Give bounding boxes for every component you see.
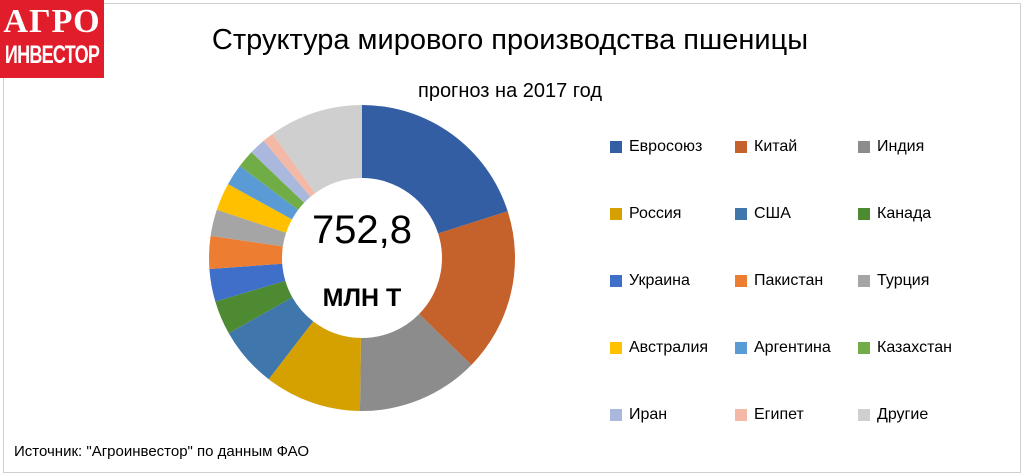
legend-swatch xyxy=(735,275,747,287)
legend-label: Россия xyxy=(629,205,682,222)
legend-swatch xyxy=(858,275,870,287)
legend-swatch xyxy=(610,342,622,354)
legend-item: Пакистан xyxy=(735,272,823,290)
slice-2 xyxy=(359,313,472,411)
legend-item: Китай xyxy=(735,138,797,156)
legend-swatch xyxy=(735,409,747,421)
legend-label: Китай xyxy=(754,138,798,155)
slice-14 xyxy=(272,105,362,194)
slice-11 xyxy=(239,152,305,210)
slice-4 xyxy=(228,297,314,380)
chart-title: Структура мирового производства пшеницы xyxy=(211,24,809,56)
legend-swatch xyxy=(858,208,870,220)
legend-label: Иран xyxy=(629,406,668,423)
slice-7 xyxy=(209,235,283,269)
slice-0 xyxy=(362,105,508,234)
legend-item: Другие xyxy=(858,406,928,424)
legend-item: Иран xyxy=(610,406,667,424)
logo-line1: АГРО xyxy=(3,3,101,40)
legend-item: США xyxy=(735,205,791,223)
slice-13 xyxy=(263,133,316,197)
legend-item: Австралия xyxy=(610,339,708,357)
slice-5 xyxy=(215,280,293,334)
slice-12 xyxy=(251,140,311,203)
agroinvestor-logo: АГРО ИНВЕСТОР xyxy=(0,0,104,78)
legend-label: Египет xyxy=(754,406,804,423)
legend-swatch xyxy=(735,342,747,354)
legend-item: Россия xyxy=(610,205,681,223)
legend-swatch xyxy=(858,141,870,153)
legend-swatch xyxy=(610,208,622,220)
legend-item: Казахстан xyxy=(858,339,952,357)
chart-frame xyxy=(3,3,1021,473)
legend-item: Украина xyxy=(610,272,690,290)
center-total-value: 752,8 xyxy=(311,208,413,252)
legend-item: Турция xyxy=(858,272,929,290)
legend-swatch xyxy=(610,141,622,153)
slice-8 xyxy=(210,209,287,247)
legend-label: Австралия xyxy=(629,339,709,356)
legend-swatch xyxy=(858,342,870,354)
legend-item: Евросоюз xyxy=(610,138,702,156)
legend-label: Турция xyxy=(877,272,930,289)
source-note: Источник: "Агроинвестор" по данным ФАО xyxy=(14,443,310,460)
legend-item: Египет xyxy=(735,406,804,424)
chart-subtitle: прогноз на 2017 год xyxy=(417,80,603,102)
legend-swatch xyxy=(610,409,622,421)
legend-swatch xyxy=(735,208,747,220)
legend-label: Канада xyxy=(877,205,932,222)
center-total-unit: МЛН Т xyxy=(322,284,402,312)
legend-item: Канада xyxy=(858,205,931,223)
legend-label: Индия xyxy=(877,138,925,155)
legend-label: Евросоюз xyxy=(629,138,703,155)
legend-label: Аргентина xyxy=(754,339,831,356)
legend-item: Аргентина xyxy=(735,339,831,357)
legend-label: Пакистан xyxy=(754,272,824,289)
legend-label: Другие xyxy=(877,406,929,423)
legend-swatch xyxy=(858,409,870,421)
slice-10 xyxy=(228,165,299,220)
slice-1 xyxy=(419,211,515,366)
legend-item: Индия xyxy=(858,138,924,156)
legend-label: Украина xyxy=(629,272,690,289)
slice-9 xyxy=(216,184,292,233)
legend-swatch xyxy=(735,141,747,153)
slice-6 xyxy=(209,263,286,302)
logo-line2: ИНВЕСТОР xyxy=(4,41,100,69)
legend-label: Казахстан xyxy=(877,339,952,356)
slice-3 xyxy=(268,321,361,411)
legend-label: США xyxy=(754,205,791,222)
legend-swatch xyxy=(610,275,622,287)
